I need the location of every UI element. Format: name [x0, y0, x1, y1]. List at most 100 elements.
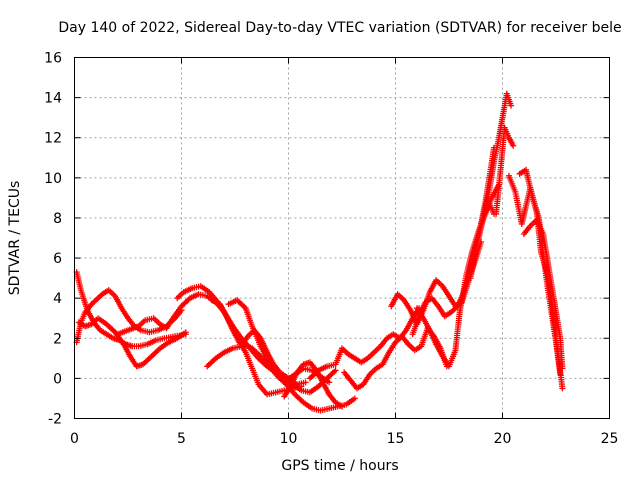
data-point: [204, 356, 218, 370]
data-point: [533, 216, 546, 236]
data-point: [379, 351, 392, 368]
data-point: [266, 359, 280, 376]
data-point: [163, 316, 175, 332]
data-point: [180, 285, 194, 296]
data-point: [463, 249, 476, 280]
data-point: [257, 335, 270, 354]
data-point: [435, 303, 447, 318]
data-point: [125, 315, 137, 328]
grid: [74, 57, 610, 419]
data-point: [557, 335, 566, 370]
data-point: [169, 304, 184, 322]
data-point: [473, 222, 484, 250]
data-point: [326, 379, 333, 386]
data-point: [486, 146, 497, 179]
series-track-17: [493, 124, 517, 217]
data-point: [298, 383, 305, 390]
chart-title: Day 140 of 2022, Sidereal Day-to-day VTE…: [58, 20, 621, 36]
data-point: [540, 230, 551, 262]
axis-ticks: 0 5 10 15 20 25 -2 0 2 4 6 8 10 12 14 16: [44, 51, 618, 448]
data-point: [73, 269, 84, 292]
data-point: [351, 395, 358, 402]
data-point: [127, 353, 139, 368]
data-point: [497, 126, 508, 175]
data-point: [306, 384, 320, 396]
data-point: [405, 341, 417, 352]
data-point: [505, 134, 516, 148]
data-point: [129, 343, 140, 350]
data-point: [208, 297, 222, 307]
data-point: [394, 291, 406, 302]
data-point: [291, 391, 306, 405]
data-point: [510, 142, 517, 149]
data-point: [495, 116, 506, 145]
data-point: [482, 174, 493, 205]
y-tick-label: 10: [44, 171, 62, 187]
data-point: [503, 90, 514, 107]
data-point: [493, 170, 504, 217]
data-point: [249, 345, 263, 358]
data-point: [197, 283, 211, 294]
data-point: [540, 251, 551, 287]
data-point: [420, 315, 432, 332]
data-point: [398, 333, 411, 346]
data-point: [77, 287, 90, 312]
y-axis-title: SDTVAR / TECUs: [7, 181, 23, 296]
data-point: [411, 344, 423, 354]
data-point: [548, 283, 559, 314]
x-tick-label: 25: [601, 431, 619, 447]
data-point: [467, 245, 480, 282]
data-point: [433, 341, 445, 358]
data-point: [88, 316, 100, 328]
data-point: [105, 287, 117, 298]
y-tick-label: 8: [53, 211, 62, 227]
data-point: [255, 381, 269, 396]
data-point: [358, 356, 370, 366]
data-point: [452, 311, 463, 354]
data-point: [339, 403, 345, 410]
data-point: [306, 368, 321, 382]
data-point: [88, 298, 98, 308]
data-point: [326, 391, 338, 404]
data-point: [413, 305, 426, 320]
data-point: [386, 340, 398, 356]
y-tick-label: 0: [53, 371, 62, 387]
data-point: [339, 345, 350, 356]
x-tick-label: 10: [280, 431, 298, 447]
x-tick-label: 0: [70, 431, 79, 447]
data-point: [300, 399, 314, 411]
data-point: [544, 257, 555, 288]
data-point: [165, 336, 179, 346]
y-tick-label: 16: [44, 51, 62, 67]
data-point: [343, 396, 357, 408]
data-point: [95, 315, 108, 327]
data-point: [144, 338, 158, 348]
y-tick-label: 4: [53, 291, 62, 307]
data-point: [103, 321, 117, 334]
data-point: [446, 349, 458, 370]
data-point: [364, 350, 376, 362]
data-point: [360, 373, 372, 388]
data-point: [490, 144, 497, 151]
data-point: [174, 290, 186, 302]
data-point: [403, 316, 415, 334]
plot-marks: [73, 90, 566, 414]
data-point: [508, 102, 515, 109]
data-point: [448, 304, 459, 316]
data-point: [97, 327, 108, 337]
series-track-2: [73, 269, 189, 350]
data-point: [270, 361, 282, 374]
series-track-19: [516, 166, 564, 378]
data-point: [225, 297, 239, 308]
data-point: [257, 343, 272, 364]
data-point: [99, 288, 111, 298]
data-point: [373, 362, 385, 372]
data-point: [223, 313, 236, 332]
data-point: [103, 331, 115, 341]
x-axis-title: GPS time / hours: [281, 458, 398, 474]
data-point: [274, 371, 288, 383]
data-point: [428, 295, 441, 308]
data-point: [242, 349, 255, 370]
data-point: [229, 327, 242, 344]
